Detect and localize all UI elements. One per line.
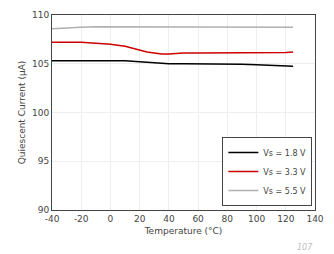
- svg-text:-40: -40: [45, 214, 60, 224]
- svg-text:40: 40: [163, 214, 175, 224]
- svg-text:Vs = 5.5 V: Vs = 5.5 V: [263, 187, 306, 196]
- svg-text:Quiescent Current (μA): Quiescent Current (μA): [17, 61, 27, 165]
- svg-text:0: 0: [108, 214, 114, 224]
- svg-text:100: 100: [32, 108, 49, 118]
- svg-text:Temperature (°C): Temperature (°C): [144, 226, 223, 236]
- svg-text:Vs = 1.8 V: Vs = 1.8 V: [263, 149, 306, 158]
- svg-text:60: 60: [192, 214, 204, 224]
- svg-text:140: 140: [306, 214, 323, 224]
- svg-text:105: 105: [32, 59, 49, 69]
- svg-text:120: 120: [277, 214, 294, 224]
- svg-text:-20: -20: [74, 214, 89, 224]
- svg-text:110: 110: [32, 10, 49, 20]
- svg-text:100: 100: [248, 214, 265, 224]
- svg-text:Vs = 3.3 V: Vs = 3.3 V: [263, 168, 306, 177]
- svg-text:80: 80: [222, 214, 234, 224]
- svg-text:95: 95: [38, 156, 49, 166]
- svg-text:107: 107: [297, 243, 313, 252]
- svg-text:20: 20: [134, 214, 146, 224]
- svg-text:90: 90: [38, 205, 50, 215]
